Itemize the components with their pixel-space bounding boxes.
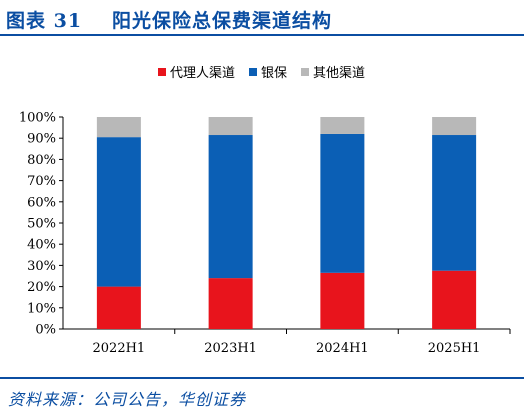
y-tick-label: 50% — [27, 217, 56, 232]
header-rule — [0, 34, 524, 36]
bar-2025H1-series-2 — [432, 117, 477, 136]
bar-2025H1-series-0 — [432, 270, 477, 329]
y-tick-label: 20% — [27, 280, 56, 295]
figure-label: 图表 31 — [6, 10, 83, 32]
bar-2024H1-series-0 — [320, 272, 365, 329]
y-tick-label: 30% — [27, 259, 56, 274]
bar-2022H1-series-2 — [96, 117, 141, 138]
bar-2024H1-series-1 — [320, 133, 365, 273]
y-tick-label: 90% — [27, 132, 56, 147]
bar-2023H1-series-1 — [208, 135, 253, 279]
legend-label-1: 银保 — [261, 66, 287, 81]
footer-rule — [0, 377, 524, 379]
y-tick-label: 0% — [35, 323, 56, 338]
bar-2022H1-series-0 — [96, 286, 141, 329]
x-tick-label: 2023H1 — [204, 341, 257, 356]
y-tick-label: 60% — [27, 195, 56, 210]
legend-swatch-0 — [158, 68, 166, 76]
legend-swatch-2 — [301, 68, 309, 76]
figure-title: 阳光保险总保费渠道结构 — [112, 10, 333, 32]
bar-2022H1-series-1 — [96, 137, 141, 287]
y-tick-label: 40% — [27, 238, 56, 253]
x-tick-label: 2022H1 — [93, 341, 146, 356]
bar-2023H1-series-0 — [208, 278, 253, 329]
bar-2024H1-series-2 — [320, 117, 365, 134]
legend-label-0: 代理人渠道 — [170, 66, 235, 81]
bar-2025H1-series-1 — [432, 135, 477, 271]
x-tick-label: 2025H1 — [428, 341, 481, 356]
source-note: 资料来源：公司公告，华创证券 — [8, 390, 247, 409]
x-tick-label: 2024H1 — [316, 341, 369, 356]
bar-2023H1-series-2 — [208, 117, 253, 136]
y-tick-label: 10% — [27, 301, 56, 316]
y-tick-label: 70% — [27, 174, 56, 189]
figure-header: 图表 31 阳光保险总保费渠道结构 — [0, 0, 524, 34]
stacked-bar-chart: 代理人渠道 银保 其他渠道 0% 10% 20% 30% 40% 50% 60% 70% 80% 90%… — [19, 66, 511, 356]
y-tick-label: 100% — [19, 111, 56, 126]
legend-swatch-1 — [249, 68, 257, 76]
y-tick-label: 80% — [27, 153, 56, 168]
legend-label-2: 其他渠道 — [313, 66, 365, 81]
